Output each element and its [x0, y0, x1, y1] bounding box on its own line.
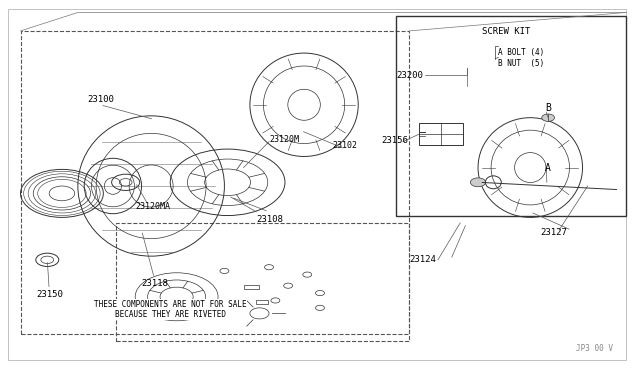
Text: SCREW KIT: SCREW KIT: [483, 27, 531, 36]
Text: B: B: [545, 103, 551, 113]
Text: 23100: 23100: [88, 95, 115, 104]
Bar: [396, 16, 626, 215]
Circle shape: [541, 114, 554, 121]
Circle shape: [470, 178, 486, 187]
Bar: [256, 301, 268, 304]
Text: 23118: 23118: [141, 279, 168, 288]
Text: 23127: 23127: [540, 228, 566, 237]
Text: 23102: 23102: [333, 141, 358, 150]
Text: 23108: 23108: [256, 215, 283, 224]
Text: THESE COMPONENTS ARE NOT FOR SALE
BECAUSE THEY ARE RIVETED: THESE COMPONENTS ARE NOT FOR SALE BECAUS…: [94, 300, 246, 320]
Text: JP3 00 V: JP3 00 V: [576, 344, 613, 353]
Bar: [244, 285, 259, 289]
Text: 23156: 23156: [382, 137, 409, 145]
Text: A: A: [545, 163, 551, 173]
Bar: [116, 223, 409, 341]
Text: 23124: 23124: [409, 255, 436, 264]
Bar: [419, 123, 463, 145]
Text: 23120M: 23120M: [269, 135, 299, 144]
Bar: [20, 31, 409, 334]
Text: 23150: 23150: [36, 291, 63, 299]
Text: 23120MA: 23120MA: [135, 202, 170, 211]
Text: A BOLT (4): A BOLT (4): [499, 48, 545, 57]
Text: B NUT  (5): B NUT (5): [499, 59, 545, 68]
Text: 23200: 23200: [396, 71, 423, 80]
